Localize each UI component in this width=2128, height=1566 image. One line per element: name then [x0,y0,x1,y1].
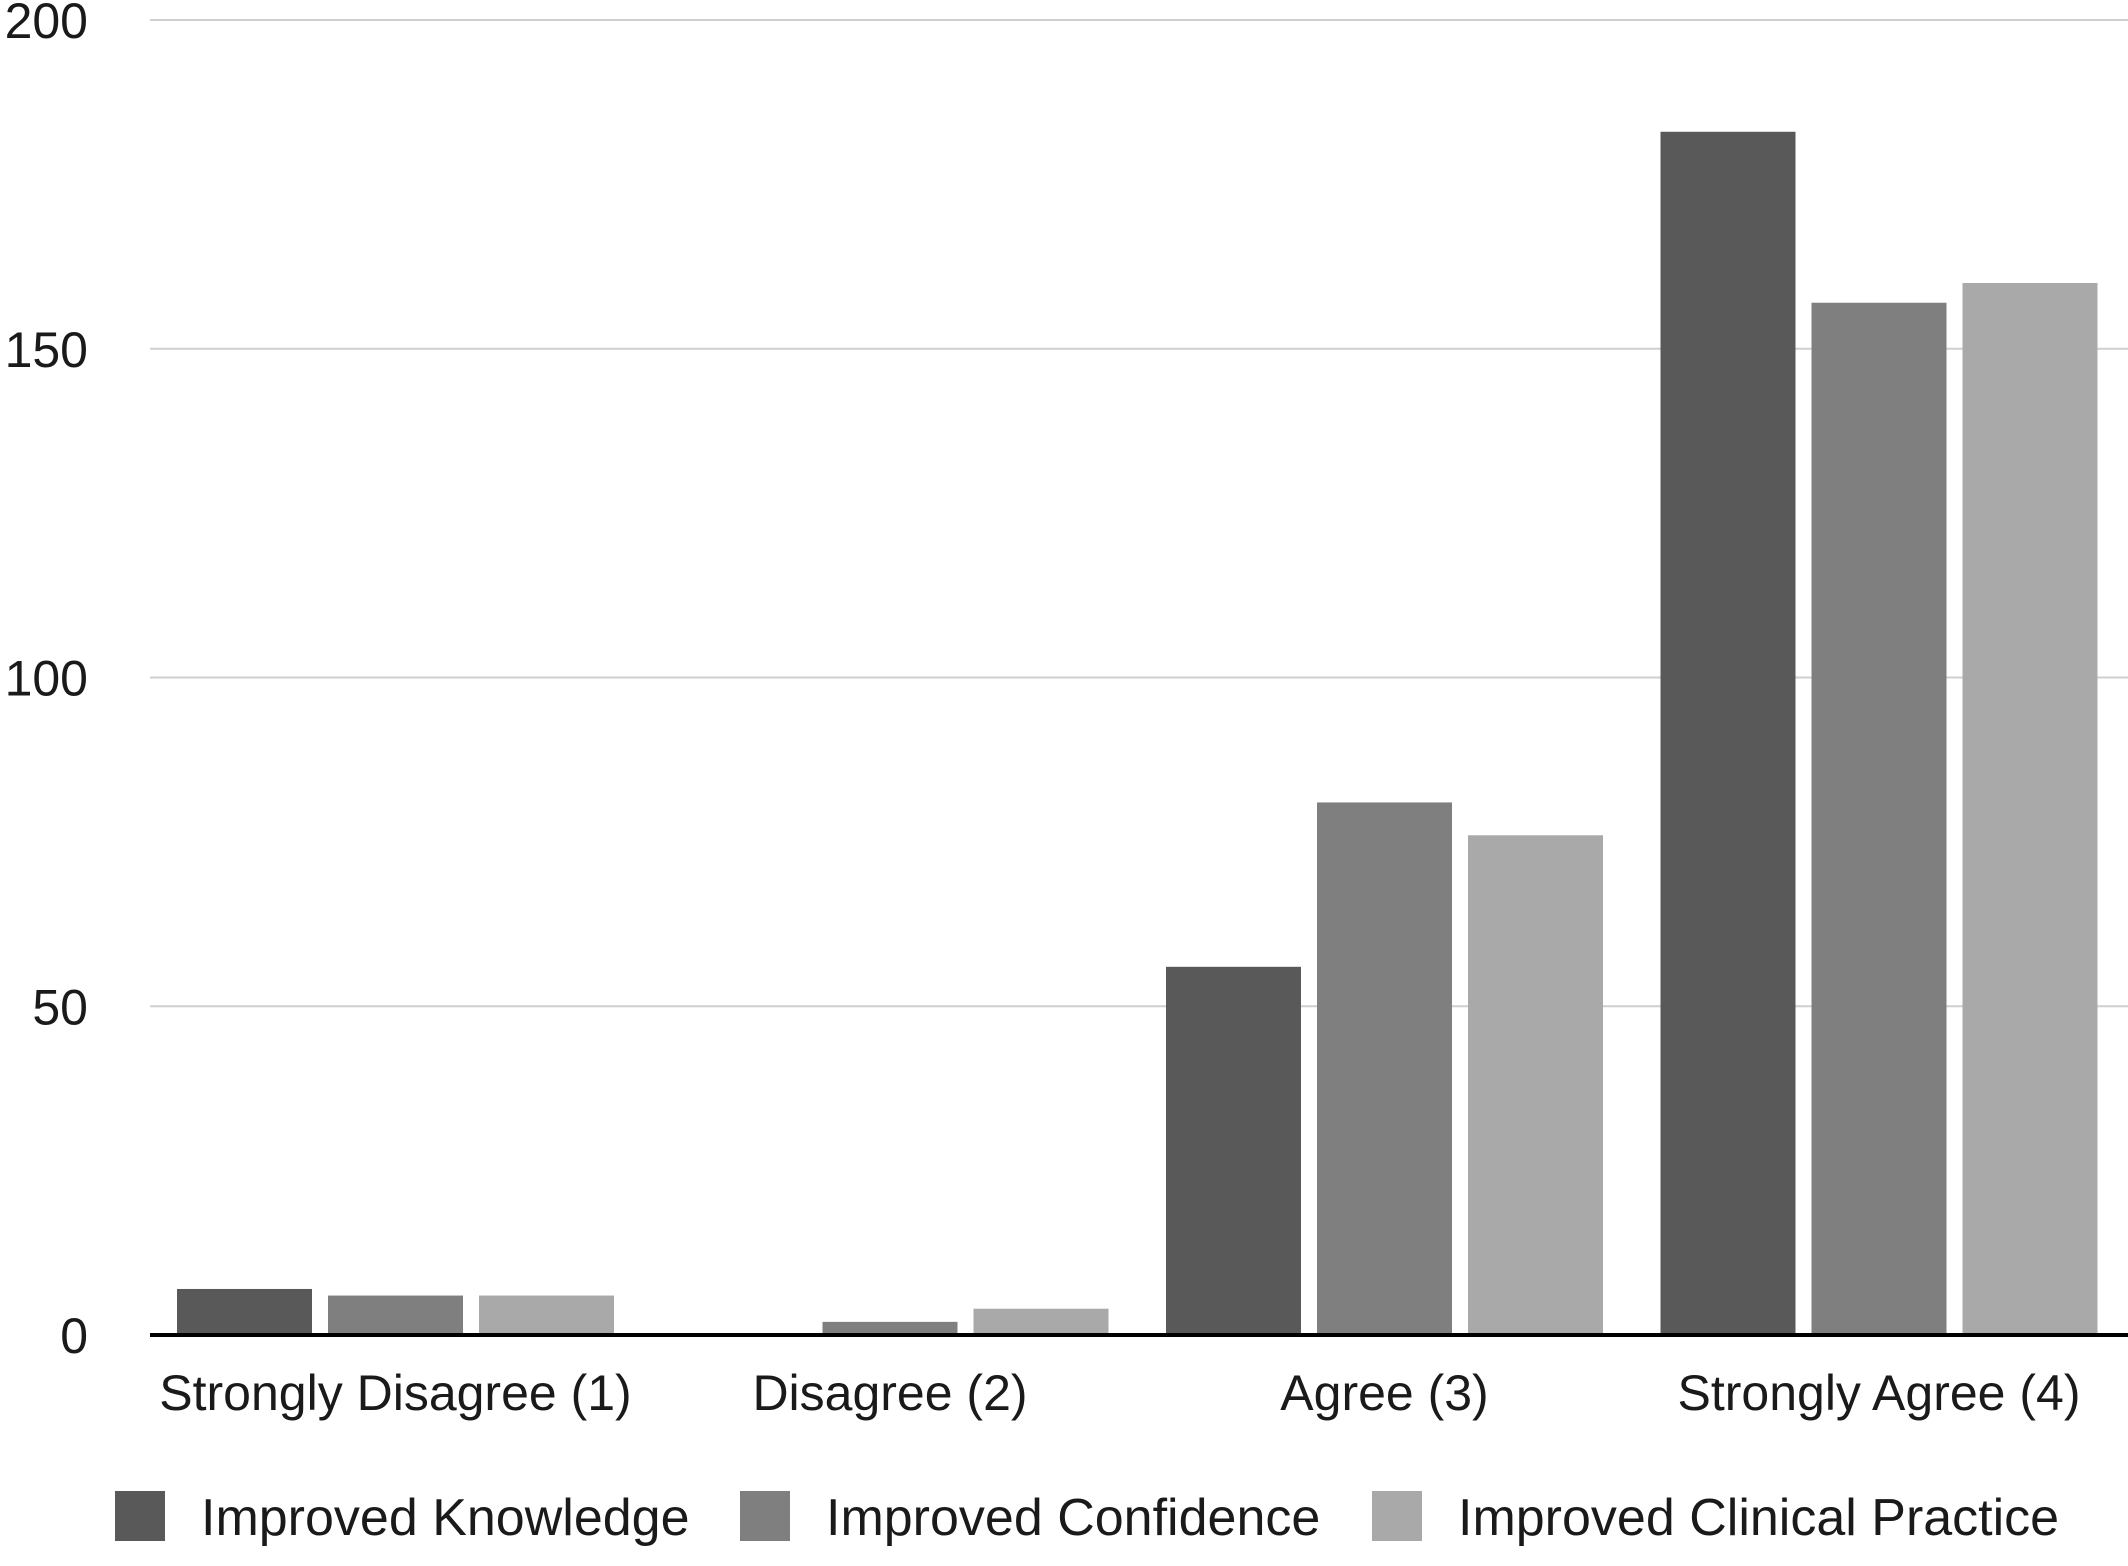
y-tick-label: 100 [5,651,88,707]
y-tick-label: 150 [5,322,88,378]
y-tick-label: 0 [60,1308,88,1364]
y-axis-tick-labels: 0 50 100 150 200 [5,0,88,1364]
bar-2-4 [1811,302,1947,1336]
bars [177,131,2098,1336]
y-tick-label: 50 [32,979,88,1035]
legend-swatch [740,1491,790,1541]
x-category-label: Disagree (2) [752,1365,1027,1421]
y-tick-label: 200 [5,0,88,49]
bar-3-3 [1468,835,1603,1335]
bar-1-4 [1660,131,1796,1335]
x-axis-category-labels: Strongly Disagree (1) Disagree (2) Agree (… [159,1365,2080,1421]
bar-1-1 [177,1288,312,1335]
bar-2-3 [1317,802,1452,1335]
legend-swatch [1372,1491,1422,1541]
bar-3-4 [1962,283,2098,1335]
gridlines [150,19,2128,1008]
bar-2-2 [822,1321,958,1335]
legend: Improved Knowledge Improved Confidence Imp… [115,1489,2059,1547]
x-category-label: Agree (3) [1280,1365,1488,1421]
bar-3-2 [973,1308,1109,1335]
legend-label: Improved Clinical Practice [1458,1489,2059,1547]
bar-2-1 [328,1295,463,1335]
bar-1-3 [1166,966,1301,1335]
legend-swatch [115,1491,165,1541]
x-category-label: Strongly Agree (4) [1678,1365,2081,1421]
bar-3-1 [479,1295,614,1335]
x-category-label: Strongly Disagree (1) [159,1365,631,1421]
legend-label: Improved Knowledge [201,1489,690,1547]
legend-label: Improved Confidence [826,1489,1320,1547]
